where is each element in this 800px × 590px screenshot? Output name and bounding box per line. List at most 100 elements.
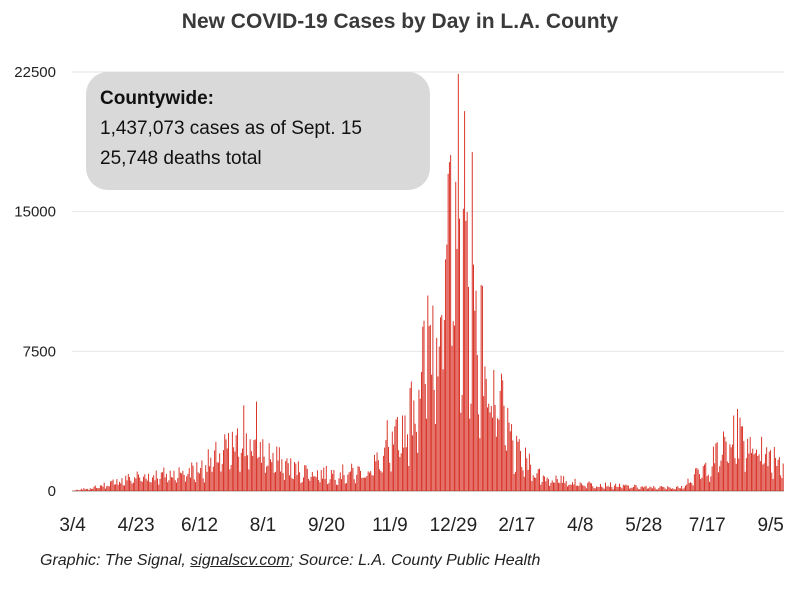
bar: [385, 440, 387, 491]
bar: [758, 454, 760, 491]
bar: [150, 482, 152, 491]
bar: [667, 486, 669, 491]
bar: [379, 469, 381, 491]
bar: [112, 479, 114, 491]
bar: [205, 465, 207, 491]
bar: [705, 462, 707, 491]
x-tick-label: 4/8: [567, 515, 593, 536]
bar: [403, 447, 405, 491]
bar: [492, 417, 493, 491]
bar: [763, 463, 765, 491]
bar: [269, 459, 271, 491]
bar: [522, 470, 524, 491]
bar: [80, 488, 82, 491]
bar: [92, 488, 94, 491]
bar: [682, 488, 684, 491]
credit-link[interactable]: signalscv.com: [190, 552, 290, 569]
bar: [249, 439, 251, 491]
x-tick-label: 7/17: [689, 515, 726, 536]
bar: [613, 485, 615, 491]
bar: [106, 486, 108, 491]
bar: [542, 475, 544, 491]
bar: [247, 455, 249, 491]
bar: [450, 155, 452, 492]
bar: [287, 463, 289, 491]
bar: [192, 465, 194, 491]
summary-cases: 1,437,073 cases as of Sept. 15: [100, 118, 362, 139]
bar: [164, 477, 166, 491]
bar: [518, 439, 520, 491]
bar: [162, 472, 164, 491]
bar: [245, 433, 247, 491]
bar: [188, 468, 190, 491]
bar: [467, 286, 469, 491]
bar: [643, 487, 645, 491]
bar: [297, 461, 299, 491]
bar: [494, 405, 496, 491]
bar: [671, 488, 672, 491]
bar: [110, 481, 111, 491]
bar: [776, 465, 778, 491]
bar: [366, 476, 368, 491]
bar: [622, 484, 624, 491]
bar: [438, 346, 440, 491]
bar: [525, 447, 526, 491]
bar: [715, 443, 717, 491]
bar: [398, 450, 400, 491]
bar: [305, 465, 307, 491]
bar: [725, 441, 727, 491]
bar: [99, 485, 101, 491]
bar: [770, 450, 771, 491]
bar: [88, 489, 90, 491]
bar: [82, 489, 84, 491]
bar: [396, 416, 398, 491]
bar: [688, 482, 690, 491]
bar: [526, 458, 528, 491]
bar: [586, 488, 587, 491]
bar: [231, 431, 233, 491]
bar: [235, 435, 237, 491]
bar: [658, 487, 660, 491]
bar: [649, 486, 651, 491]
bar: [484, 366, 486, 491]
bar: [580, 483, 582, 491]
bar: [280, 471, 282, 491]
bar: [508, 422, 510, 491]
bar: [530, 464, 532, 491]
bar: [300, 483, 302, 491]
bar: [433, 389, 435, 491]
bar: [710, 476, 712, 491]
chart-title: New COVID-19 Cases by Day in L.A. County: [181, 10, 619, 33]
bar: [419, 398, 421, 491]
bar: [601, 486, 603, 491]
bar: [537, 469, 539, 491]
y-tick-label: 22500: [14, 64, 56, 81]
bar: [173, 470, 175, 491]
bar: [700, 478, 702, 491]
x-tick-label: 12/29: [430, 515, 478, 536]
bar: [412, 435, 414, 491]
bar: [356, 474, 358, 491]
bar: [487, 407, 488, 491]
bar: [520, 450, 521, 491]
bar: [650, 487, 652, 491]
bar: [447, 173, 449, 491]
bar: [427, 295, 429, 491]
bar: [644, 486, 646, 491]
bar: [457, 73, 459, 492]
bar: [370, 471, 372, 491]
bar: [382, 455, 384, 491]
bar: [216, 462, 218, 491]
bar: [135, 478, 137, 491]
bar: [565, 481, 567, 491]
bar: [358, 466, 360, 491]
bar: [242, 448, 243, 491]
bar: [248, 469, 250, 491]
bar: [446, 244, 448, 491]
bar: [657, 489, 658, 491]
bar: [184, 481, 186, 491]
bar: [588, 481, 590, 491]
bar: [304, 465, 306, 491]
bar: [655, 489, 657, 491]
bar: [177, 478, 179, 491]
